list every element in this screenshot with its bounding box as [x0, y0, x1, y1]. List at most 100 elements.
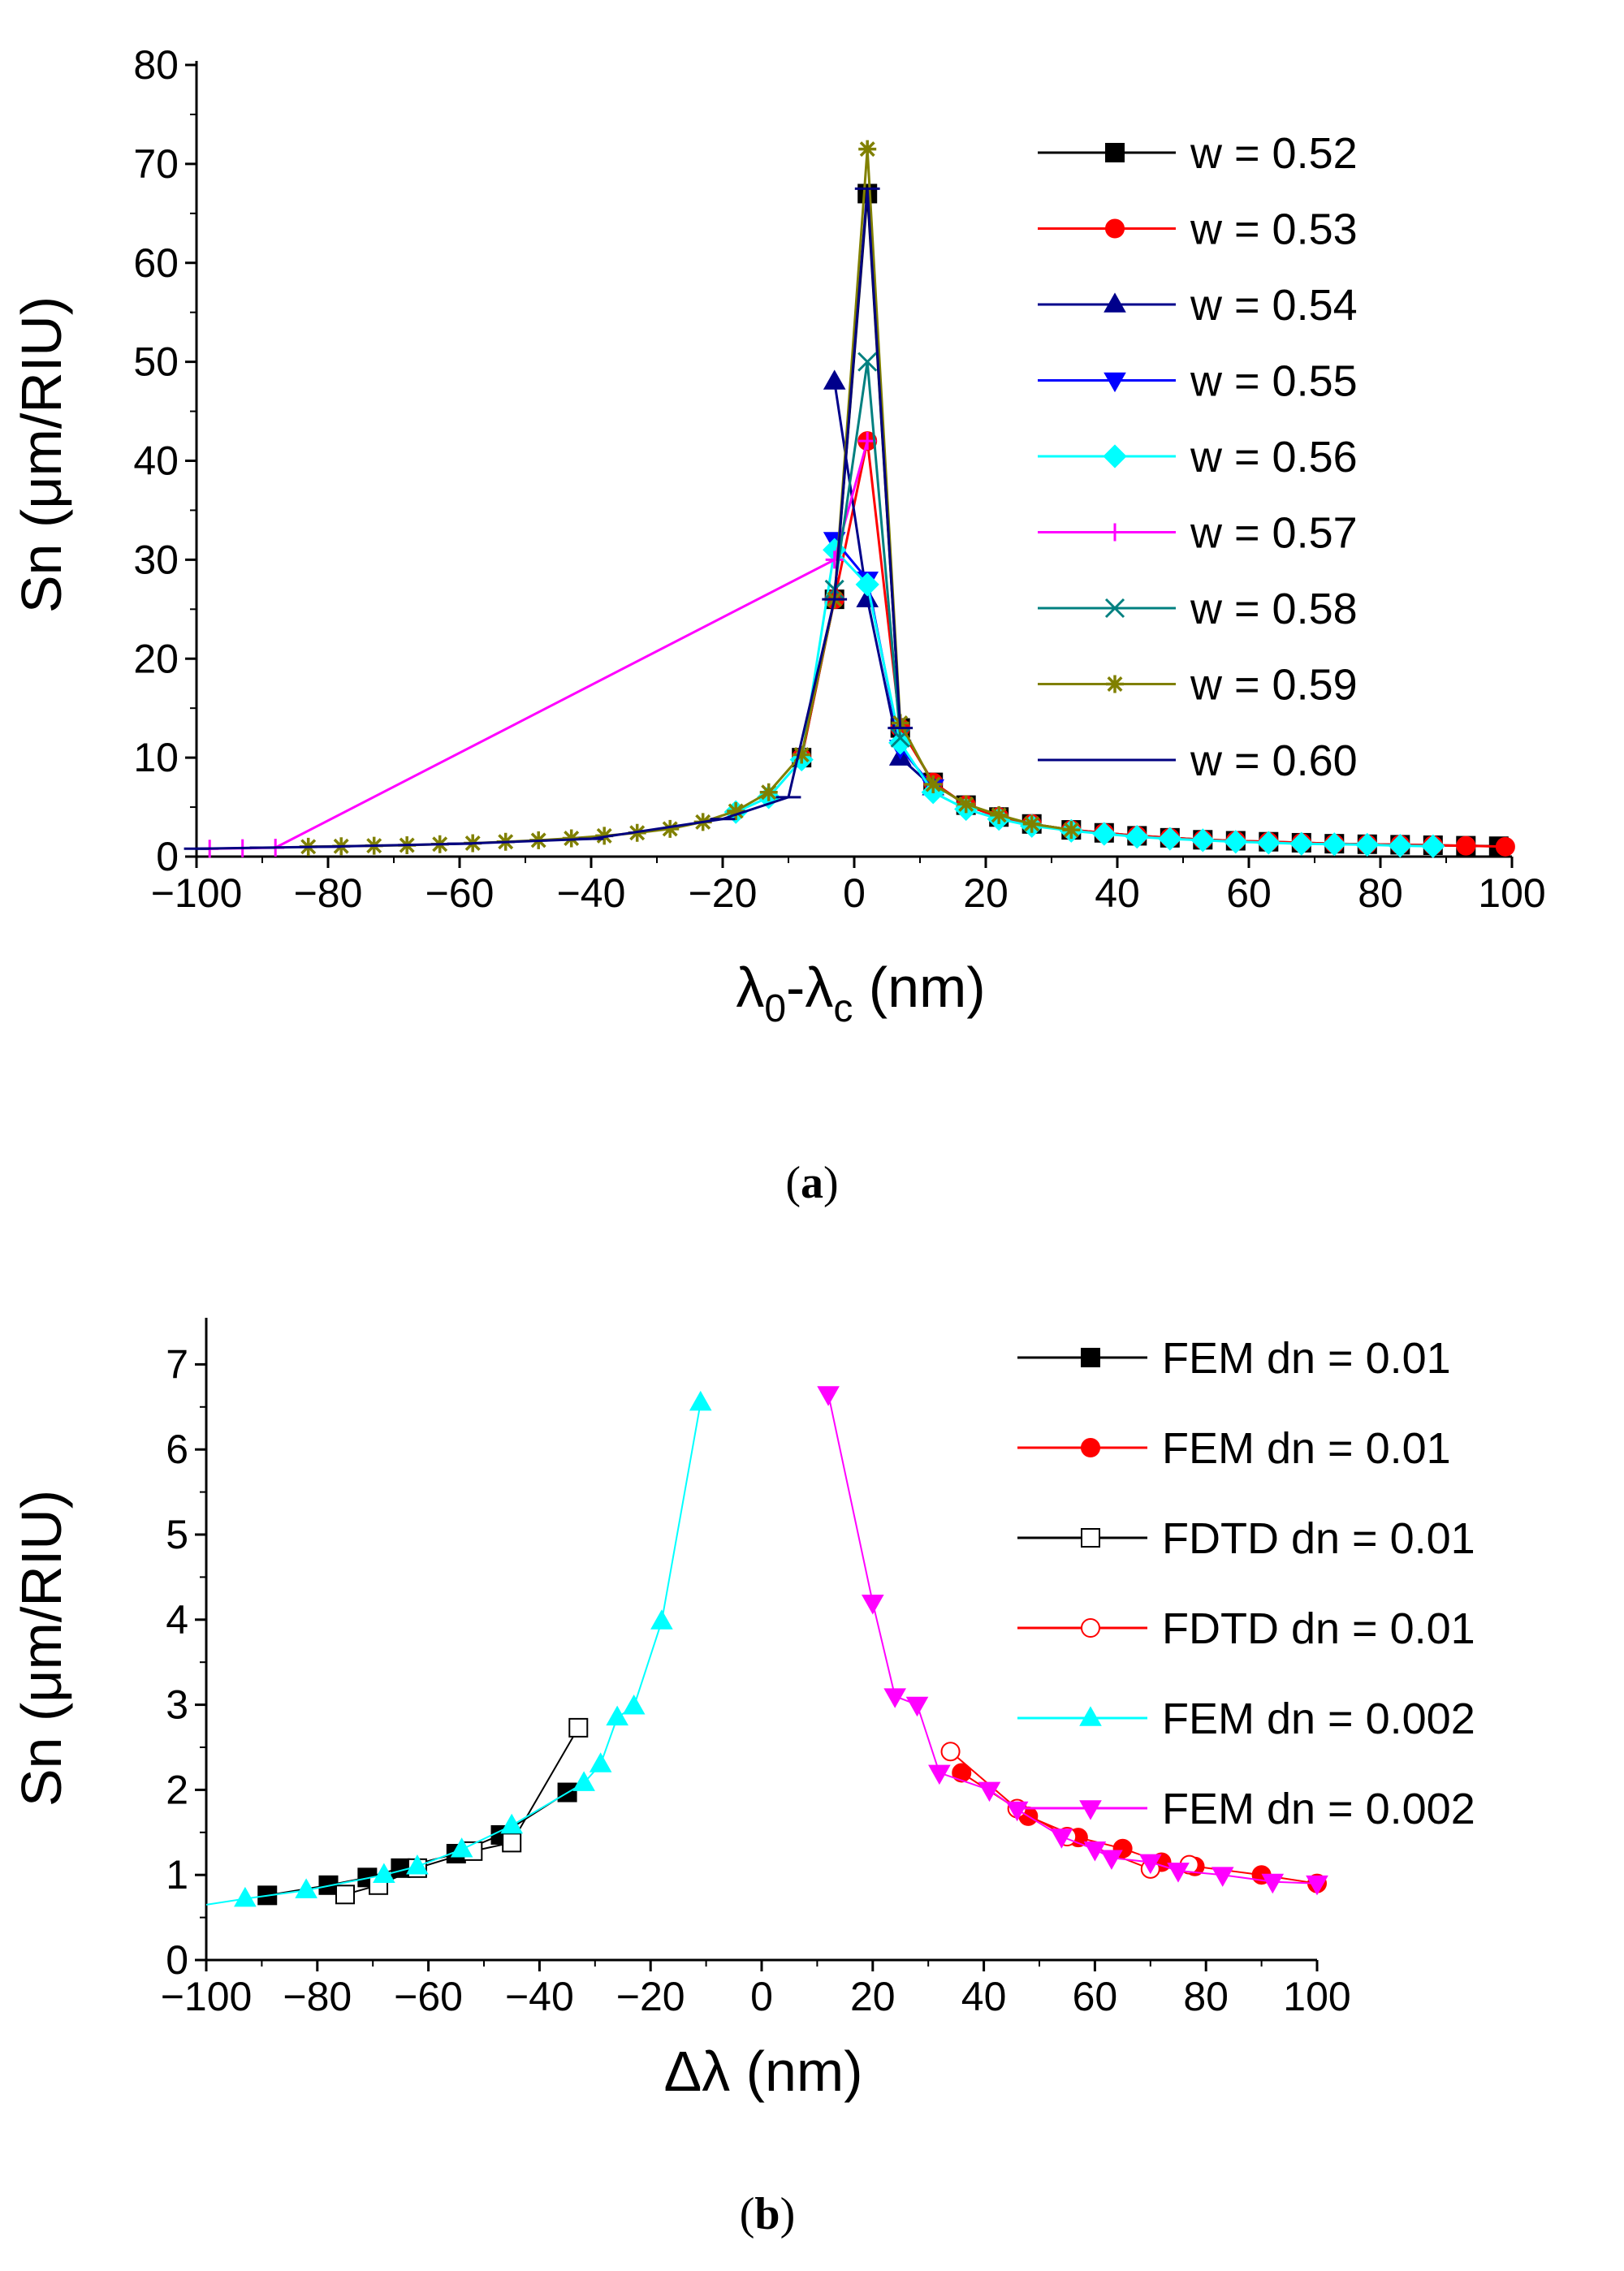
b-x-tick-label: −20	[616, 1974, 685, 2019]
b-series-5-point-shape	[450, 1837, 473, 1858]
a-series-8-point-shape	[1022, 814, 1041, 833]
a-series-5-point-shape	[1322, 832, 1346, 857]
a-series-5-point	[1190, 828, 1215, 853]
b-x-tick-label: −80	[283, 1974, 352, 2019]
a-series-2-point-shape	[1495, 836, 1515, 857]
a-y-tick-label: 10	[133, 735, 179, 780]
a-legend-marker-shape	[1104, 598, 1125, 619]
a-legend-item-4: w = 0.55	[1038, 357, 1358, 406]
b-y-tick-label: 5	[166, 1512, 188, 1557]
chart-a-axes: −100 −80 −60 −40 −20 0 20 40 60 80 100 0 10 20 30 40 50 6…	[133, 42, 1545, 916]
a-y-tick-label: 40	[133, 438, 179, 484]
a-series-8-point-shape	[562, 829, 581, 848]
a-y-tick-label: 30	[133, 537, 179, 582]
b-series-5-point-shape	[572, 1771, 595, 1791]
a-series-6-point	[825, 550, 844, 569]
a-series-5-point-shape	[1158, 827, 1182, 851]
a-x-tick-label: −100	[151, 870, 243, 916]
a-series-5-point	[1256, 831, 1281, 855]
a-series-8-point	[924, 775, 943, 794]
a-legend-label: w = 0.60	[1190, 736, 1358, 785]
b-y-tick-label: 4	[166, 1597, 188, 1643]
a-legend-marker-shape	[1105, 218, 1125, 239]
b-series-6-point	[978, 1781, 1001, 1803]
a-legend-item-7: w = 0.58	[1038, 585, 1358, 633]
a-legend-item-6: w = 0.57	[1038, 509, 1358, 558]
b-series-6-point-shape	[1211, 1867, 1234, 1887]
b-series-5-point	[500, 1813, 524, 1834]
a-series-5-point	[1224, 830, 1248, 854]
a-series-5-point-shape	[855, 572, 879, 597]
b-legend-marker-shape	[1079, 1706, 1102, 1726]
b-y-tick-label: 1	[166, 1852, 188, 1898]
a-series-5-point-shape	[1388, 833, 1412, 858]
a-series-2-line	[800, 440, 1505, 848]
b-series-5-point-shape	[500, 1813, 524, 1834]
a-series-5-point	[855, 572, 879, 597]
b-series-5-point-shape	[606, 1705, 628, 1726]
b-x-tick-label: 60	[1073, 1974, 1118, 2019]
b-series-6-point-shape	[861, 1595, 884, 1615]
a-y-tick-label: 50	[133, 339, 179, 385]
b-series-2-point-shape	[952, 1763, 972, 1783]
b-legend-marker-shape	[1079, 1800, 1102, 1820]
a-legend-marker-shape	[1104, 292, 1126, 313]
b-series-3-point	[335, 1885, 355, 1905]
a-series-2-point-shape	[1456, 835, 1476, 856]
chart-a-x-axis-title: λ0-λc (nm)	[736, 956, 985, 1030]
a-series-8-point-shape	[793, 745, 811, 764]
a-series-2-point	[1456, 835, 1476, 856]
a-series-5-point	[888, 731, 913, 755]
chart-a-caption: (a)	[785, 1158, 838, 1208]
b-series-6-point	[883, 1688, 906, 1708]
b-legend-item-3: FDTD dn = 0.01	[1017, 1514, 1475, 1563]
a-y-tick-label: 70	[133, 141, 179, 187]
a-x-tick-label: 100	[1478, 870, 1545, 916]
b-series-6-point-shape	[817, 1386, 840, 1406]
a-series-5-point-shape	[1224, 830, 1248, 854]
b-x-tick-label: 80	[1183, 1974, 1229, 2019]
chart-a-xlabel-sub0: 0	[764, 987, 786, 1030]
a-x-tick-label: 20	[963, 870, 1009, 916]
a-series-8-line	[308, 149, 1072, 848]
b-legend-item-5: FEM dn = 0.002	[1017, 1695, 1475, 1743]
b-legend-marker-shape	[1081, 1528, 1100, 1548]
a-x-tick-label: −80	[294, 870, 363, 916]
b-series-6-point-shape	[1083, 1841, 1107, 1862]
a-legend-marker	[1103, 444, 1127, 468]
a-series-5-point-shape	[888, 731, 913, 755]
b-series-5-point	[589, 1752, 612, 1772]
b-series-6-point	[1211, 1867, 1234, 1887]
a-series-8-point-shape	[759, 783, 778, 801]
a-y-tick-label: 0	[156, 834, 179, 879]
b-legend-item-4: FDTD dn = 0.01	[1017, 1604, 1475, 1653]
chart-a-xlabel-lambda: λ	[736, 956, 764, 1019]
chart-a-xlabel-minus-lambda: -λ	[786, 956, 833, 1019]
b-series-3-point	[568, 1717, 589, 1738]
a-legend-item-5: w = 0.56	[1038, 433, 1358, 481]
b-series-5-point	[295, 1878, 317, 1898]
b-x-tick-label: 0	[750, 1974, 773, 2019]
a-series-8-point-shape	[1062, 821, 1081, 840]
a-series-8-point-shape	[858, 140, 877, 158]
a-series-8-point	[661, 819, 680, 838]
a-series-8-point	[858, 140, 877, 158]
b-series-6	[817, 1386, 1328, 1896]
b-y-tick-label: 6	[166, 1427, 188, 1472]
chart-a-y-axis-title: Sn (μm/RIU)	[10, 296, 73, 613]
chart-b-caption-letter: b	[754, 2189, 780, 2239]
a-series-5-point	[1355, 832, 1380, 857]
b-series-5-point-shape	[589, 1752, 612, 1772]
a-legend-label: w = 0.58	[1190, 585, 1358, 633]
a-legend-item-3: w = 0.54	[1038, 281, 1358, 330]
chart-b-axes: −100 −80 −60 −40 −20 0 20 40 60 80 100 0 1 2 3 4 5 6 7	[161, 1318, 1351, 2019]
a-series-8-point-shape	[661, 819, 680, 838]
a-legend-label: w = 0.52	[1190, 129, 1358, 178]
b-series-6-point	[928, 1764, 951, 1785]
chart-a-series	[184, 140, 1515, 858]
b-series-4-point	[940, 1742, 961, 1762]
b-series-6-point	[905, 1696, 929, 1717]
a-legend-marker-shape	[1103, 444, 1127, 468]
b-series-5-point-shape	[373, 1863, 395, 1883]
